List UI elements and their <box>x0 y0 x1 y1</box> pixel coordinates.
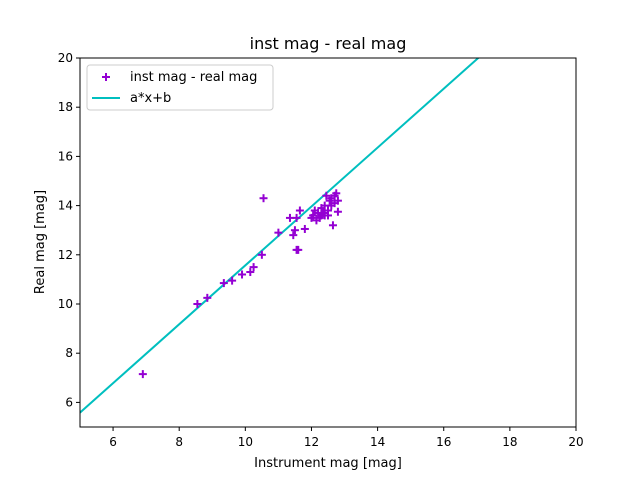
x-tick-label: 10 <box>238 435 253 449</box>
legend-box <box>86 64 274 111</box>
scatter-point <box>300 224 309 233</box>
x-tick-label: 18 <box>502 435 517 449</box>
y-axis-label: Real mag [mag] <box>33 190 48 294</box>
plot-area <box>79 57 577 428</box>
x-tick-label: 12 <box>304 435 319 449</box>
y-axis-ticks: 6 8 10 12 14 16 18 20 <box>58 51 80 409</box>
x-tick-label: 6 <box>109 435 117 449</box>
scatter-point <box>257 250 266 259</box>
x-tick-label: 16 <box>436 435 451 449</box>
scatter-point <box>292 213 301 222</box>
fit-line <box>80 58 480 414</box>
scatter-points-layer <box>138 189 342 379</box>
fit-line-layer <box>80 58 480 414</box>
scatter-point <box>238 270 247 279</box>
scatter-point <box>324 211 332 220</box>
x-axis-ticks: 6 8 10 12 14 16 18 20 <box>109 427 584 449</box>
scatter-point <box>333 207 342 216</box>
y-tick-label: 18 <box>58 100 73 114</box>
scatter-point <box>249 263 258 272</box>
y-tick-label: 14 <box>58 199 73 213</box>
scatter-point <box>203 293 212 302</box>
y-tick-label: 6 <box>65 395 73 409</box>
scatter-point <box>332 189 341 198</box>
scatter-point <box>294 245 303 254</box>
scatter-point <box>193 300 202 308</box>
scatter-point <box>274 228 283 237</box>
chart-title: inst mag - real mag <box>250 34 407 53</box>
scatter-point <box>228 276 237 285</box>
y-tick-label: 10 <box>58 297 73 311</box>
legend-label-fit: a*x+b <box>130 91 171 106</box>
scatter-point <box>295 206 304 215</box>
scatter-point <box>289 231 298 240</box>
y-tick-label: 12 <box>58 248 73 262</box>
legend-scatter-marker <box>102 73 110 81</box>
scatter-point <box>290 226 299 235</box>
x-tick-label: 8 <box>175 435 183 449</box>
scatter-point <box>246 268 255 277</box>
scatter-point <box>333 196 342 205</box>
legend: inst mag - real mag a*x+b <box>86 64 274 111</box>
scatter-point <box>328 221 337 230</box>
plot-frame <box>79 57 577 428</box>
scatter-point <box>322 191 331 200</box>
scatter-point <box>309 211 318 220</box>
x-tick-label: 20 <box>568 435 583 449</box>
y-tick-label: 16 <box>58 149 73 163</box>
x-tick-label: 14 <box>370 435 385 449</box>
y-tick-label: 8 <box>65 346 73 360</box>
y-tick-label: 20 <box>58 51 73 65</box>
legend-label-scatter: inst mag - real mag <box>130 70 257 85</box>
scatter-point <box>259 194 268 203</box>
x-axis-label: Instrument mag [mag] <box>254 456 402 471</box>
scatter-point <box>219 279 228 288</box>
scatter-point <box>138 370 147 379</box>
